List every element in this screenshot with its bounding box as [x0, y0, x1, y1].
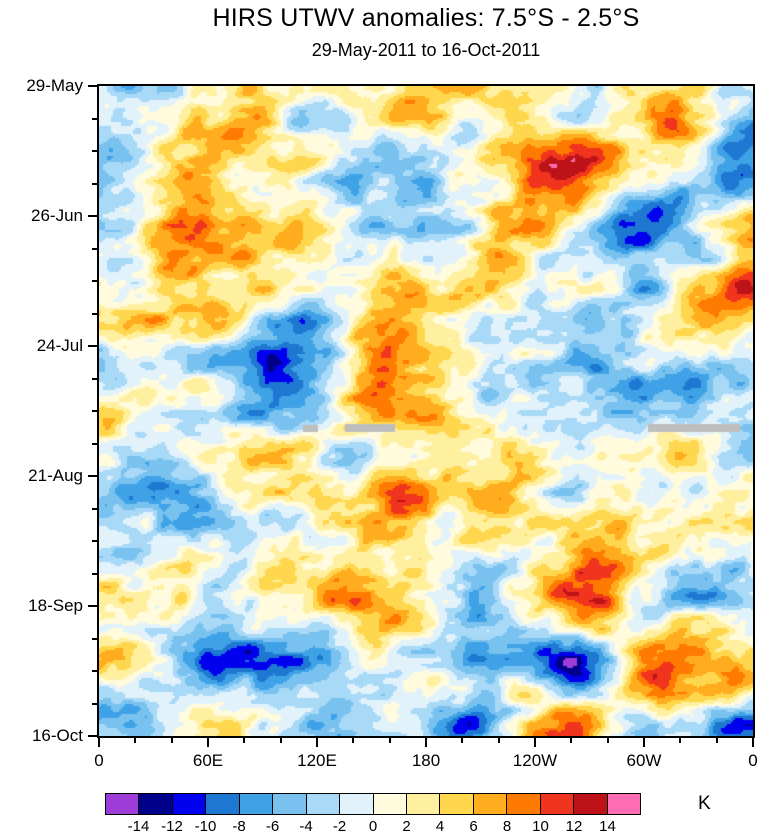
y-tick — [88, 215, 97, 217]
y-tick-label: 18-Sep — [28, 596, 83, 615]
colorbar-tick-label: 6 — [469, 818, 478, 834]
heatmap-canvas — [99, 86, 753, 736]
colorbar-cell — [372, 793, 407, 815]
colorbar-cell — [472, 793, 508, 815]
chart-title: HIRS UTWV anomalies: 7.5°S - 2.5°S — [212, 4, 640, 32]
colorbar-tick-label: -10 — [194, 818, 217, 834]
x-tick — [279, 738, 282, 743]
x-tick — [752, 738, 754, 747]
x-tick — [98, 738, 100, 747]
colorbar-tick-label: -12 — [161, 818, 183, 834]
y-tick — [92, 312, 97, 315]
chart-subtitle: 29-May-2011 to 16-Oct-2011 — [311, 40, 541, 60]
x-tick — [352, 738, 355, 743]
colorbar-cell — [171, 793, 207, 815]
colorbar-tick-label: -14 — [127, 818, 150, 834]
y-tick-label: 26-Jun — [31, 206, 83, 225]
x-tick-label: 120W — [512, 751, 558, 770]
colorbar-cell — [606, 793, 641, 815]
colorbar-unit-label: K — [698, 793, 711, 814]
x-tick — [570, 738, 573, 743]
y-tick — [92, 442, 97, 445]
y-tick — [92, 572, 97, 575]
x-tick — [134, 738, 137, 743]
y-tick — [92, 377, 97, 380]
x-tick — [425, 738, 427, 747]
y-tick — [92, 247, 97, 250]
y-tick-label: 24-Jul — [36, 336, 83, 355]
x-tick — [170, 738, 173, 743]
y-tick-label: 21-Aug — [28, 466, 83, 485]
colorbar-tick-label: -8 — [232, 818, 246, 834]
x-tick — [606, 738, 609, 743]
colorbar-cell — [138, 793, 173, 815]
colorbar-cell — [506, 793, 541, 815]
y-tick-label: 16-Oct — [31, 726, 83, 745]
colorbar-cell — [105, 793, 140, 815]
x-tick — [497, 738, 500, 743]
x-tick — [388, 738, 391, 743]
y-tick — [88, 85, 97, 87]
colorbar-tick-label: 2 — [402, 818, 411, 834]
colorbar-tick-label: 4 — [435, 818, 445, 834]
y-tick — [92, 702, 97, 705]
x-tick — [715, 738, 718, 743]
y-tick — [92, 117, 97, 120]
colorbar-cell — [238, 793, 274, 815]
colorbar-tick-label: -4 — [299, 818, 313, 834]
x-tick — [679, 738, 682, 743]
x-tick-label: 60E — [192, 751, 224, 770]
y-tick — [88, 475, 97, 477]
x-tick-label: 180 — [411, 751, 441, 770]
colorbar-tick-label: 8 — [502, 818, 512, 834]
x-tick — [316, 738, 318, 747]
colorbar-tick-label: -2 — [332, 818, 347, 834]
y-tick — [92, 182, 97, 185]
y-tick-label: 29-May — [26, 76, 83, 95]
y-tick — [92, 410, 97, 412]
colorbar-tick-label: 12 — [565, 818, 583, 834]
colorbar-tick-label: 0 — [368, 818, 378, 834]
y-tick — [92, 637, 97, 640]
colorbar — [105, 793, 641, 815]
y-tick — [92, 280, 97, 282]
x-tick — [243, 738, 246, 743]
x-tick-label: 120E — [297, 751, 337, 770]
y-tick — [92, 670, 97, 672]
colorbar-tick-label: 10 — [532, 818, 549, 834]
colorbar-cell — [272, 793, 307, 815]
y-tick — [92, 507, 97, 510]
x-tick-label: 0 — [748, 751, 758, 770]
y-tick — [88, 735, 97, 737]
plot-area: 29-May 26-Jun 24-Jul 21-Aug 18-Sep 16-Oct 0 60E… — [26, 76, 757, 770]
colorbar-cell — [539, 793, 575, 815]
y-tick — [92, 150, 97, 152]
x-tick-label: 60W — [626, 751, 662, 770]
y-tick — [88, 605, 97, 607]
colorbar-cell — [573, 793, 608, 815]
x-tick — [643, 738, 645, 747]
colorbar-cell — [439, 793, 474, 815]
colorbar-cell — [205, 793, 240, 815]
y-tick — [88, 345, 97, 347]
colorbar-cell — [305, 793, 341, 815]
x-tick-label: 0 — [94, 751, 104, 770]
x-tick — [534, 738, 536, 747]
colorbar-cell — [339, 793, 374, 815]
colorbar-tick-label: 14 — [599, 818, 616, 834]
colorbar-tick-label: -6 — [265, 818, 280, 834]
colorbar-labels: -14 -12 -10 -8 -6 -4 -2 0 2 4 6 8 10 12 14 — [105, 818, 641, 834]
x-tick — [207, 738, 209, 747]
y-tick — [92, 540, 97, 542]
x-tick — [461, 738, 464, 743]
colorbar-cell — [405, 793, 441, 815]
